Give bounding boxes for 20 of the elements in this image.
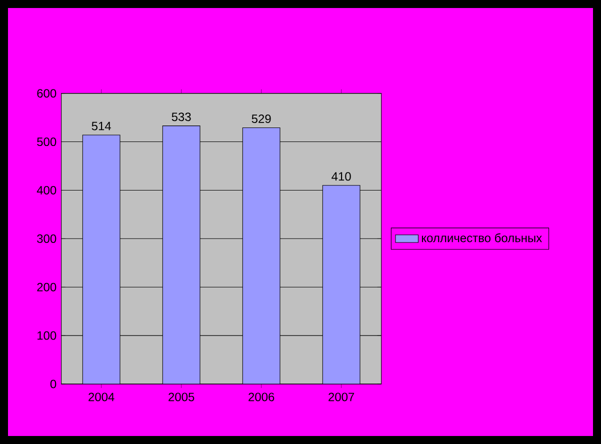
bar (162, 126, 200, 384)
data-label: 410 (332, 172, 351, 181)
bar (82, 134, 120, 384)
x-tick-label: 2005 (168, 392, 194, 402)
bar (322, 185, 360, 384)
bar (242, 127, 280, 384)
y-tick-label: 500 (37, 138, 56, 146)
y-tick-label: 600 (37, 89, 56, 98)
y-tick-label: 0 (50, 380, 56, 388)
y-tick-label: 300 (37, 234, 56, 243)
y-tick-label: 200 (37, 282, 56, 292)
legend-label: колличество больных (422, 233, 542, 242)
data-label: 529 (252, 114, 271, 124)
x-tick-label: 2007 (328, 392, 354, 402)
y-tick-label: 400 (36, 186, 56, 194)
data-label: 514 (92, 122, 111, 130)
x-tick-label: 2006 (248, 392, 274, 402)
x-tick-label: 2004 (88, 392, 114, 402)
y-tick-label: 100 (38, 331, 56, 340)
data-label: 533 (172, 112, 191, 122)
